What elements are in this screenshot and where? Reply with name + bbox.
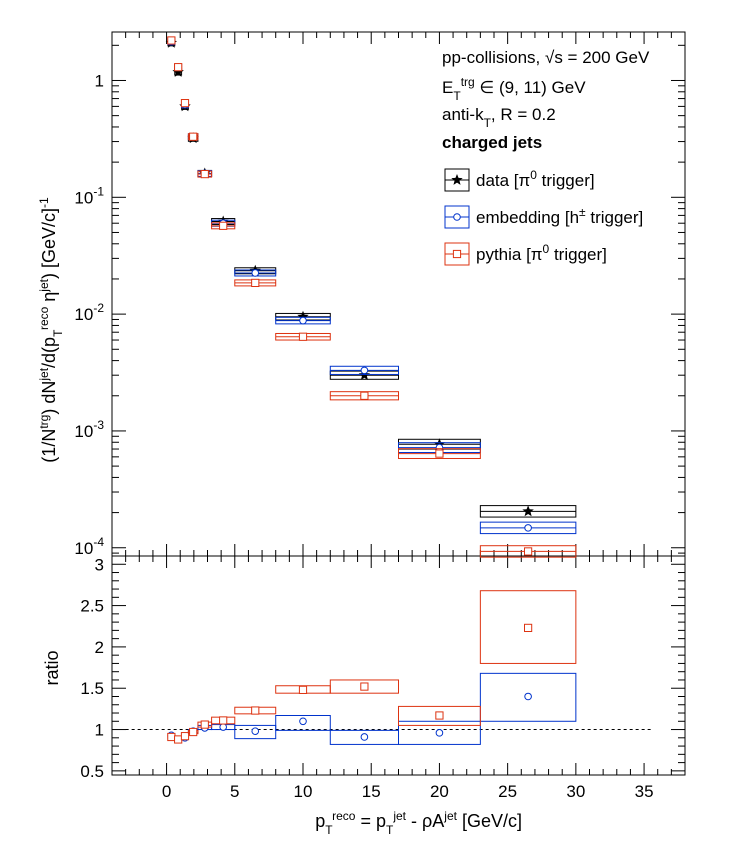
- ratio-tick-label: 1.5: [80, 679, 104, 698]
- ratio-box: [234, 724, 277, 740]
- data-point-square: [189, 727, 198, 737]
- x-tick-label: 20: [430, 782, 449, 801]
- ratio-tick-label: 2.5: [80, 597, 104, 616]
- annotation-collisions: pp-collisions, √s = 200 GeV: [442, 48, 650, 67]
- data-point-square: [524, 547, 533, 556]
- data-point-square: [167, 36, 176, 45]
- x-tick-label: 35: [635, 782, 654, 801]
- ratio-tick-label: 0.5: [80, 762, 104, 781]
- data-point-square: [435, 711, 444, 720]
- x-tick-label: 5: [230, 782, 239, 801]
- legend-label: embedding [h± trigger]: [476, 205, 643, 227]
- data-point-circle: [299, 316, 307, 325]
- data-point-circle: [453, 213, 461, 221]
- data-point-square: [298, 685, 308, 694]
- data-point-square: [435, 449, 444, 458]
- x-tick-label: 10: [294, 782, 313, 801]
- data-point-star: [433, 438, 446, 450]
- data-point-square: [298, 332, 308, 341]
- x-tick-label: 0: [162, 782, 171, 801]
- data-point-square: [189, 132, 198, 141]
- ratio-tick-label: 3: [95, 555, 104, 574]
- ratio-box: [479, 590, 577, 664]
- data-point-circle: [524, 524, 532, 532]
- data-point-square: [251, 278, 260, 288]
- data-point-circle: [360, 366, 369, 375]
- data-point-circle: [435, 729, 444, 737]
- annotations: pp-collisions, √s = 200 GeV ETtrg ∈ (9, …: [442, 48, 650, 152]
- y-axis-label: (1/Ntrg) dNjet/d(pTreco ηjet) [GeV/c]-1: [37, 197, 65, 463]
- data-point-circle: [299, 717, 307, 726]
- ratio-tick-label: 1: [95, 721, 104, 740]
- data-point-square: [524, 623, 533, 632]
- data-point-star: [522, 505, 534, 517]
- ratio-box: [275, 714, 331, 731]
- series-square: [167, 36, 577, 558]
- chart-marks: 0 5 10 15 20 25 30 3510-410-310-210-110.511.522…: [74, 32, 685, 801]
- x-tick-label: 30: [566, 782, 585, 801]
- data-point-square: [360, 682, 369, 691]
- data-point-circle: [219, 723, 227, 731]
- data-point-star: [451, 174, 463, 185]
- data-point-square: [180, 732, 190, 741]
- x-tick-label: 15: [362, 782, 381, 801]
- data-point-square: [452, 249, 462, 259]
- data-point-square: [174, 735, 183, 744]
- annotation-charged-jets: charged jets: [442, 133, 542, 152]
- data-point-square: [200, 169, 209, 179]
- ratio-series-square: [167, 590, 577, 744]
- data-point-star: [297, 310, 309, 322]
- data-point-square: [167, 732, 176, 742]
- x-axis-label: pTreco = pTjet - ρAjet [GeV/c]: [315, 809, 522, 837]
- ratio-box: [398, 720, 481, 745]
- data-point-square: [174, 63, 183, 72]
- data-point-circle: [251, 269, 260, 277]
- data-point-square: [200, 720, 209, 729]
- legend: data [π0 trigger] embedding [h± trigger] p…: [444, 168, 643, 266]
- data-point-square: [360, 391, 369, 400]
- ratio-axis-label: ratio: [42, 650, 62, 685]
- data-point-star: [172, 66, 184, 77]
- ratio-box: [398, 705, 481, 726]
- annotation-jet-algorithm: anti-kT, R = 0.2: [442, 105, 556, 130]
- ratio-box: [329, 679, 399, 694]
- data-point-circle: [524, 692, 532, 701]
- data-point-circle: [360, 733, 369, 741]
- legend-label: pythia [π0 trigger]: [476, 242, 607, 264]
- legend-label: data [π0 trigger]: [476, 168, 595, 190]
- data-point-circle: [251, 727, 260, 736]
- ratio-box: [479, 672, 577, 722]
- data-point-square: [219, 221, 228, 230]
- data-point-square: [180, 99, 190, 108]
- data-point-square: [219, 716, 228, 725]
- x-tick-label: 25: [498, 782, 517, 801]
- y-tick-label: 1: [95, 71, 104, 90]
- ratio-tick-label: 2: [95, 638, 104, 657]
- data-point-square: [251, 706, 260, 715]
- annotation-trigger-range: ETtrg ∈ (9, 11) GeV: [442, 75, 586, 103]
